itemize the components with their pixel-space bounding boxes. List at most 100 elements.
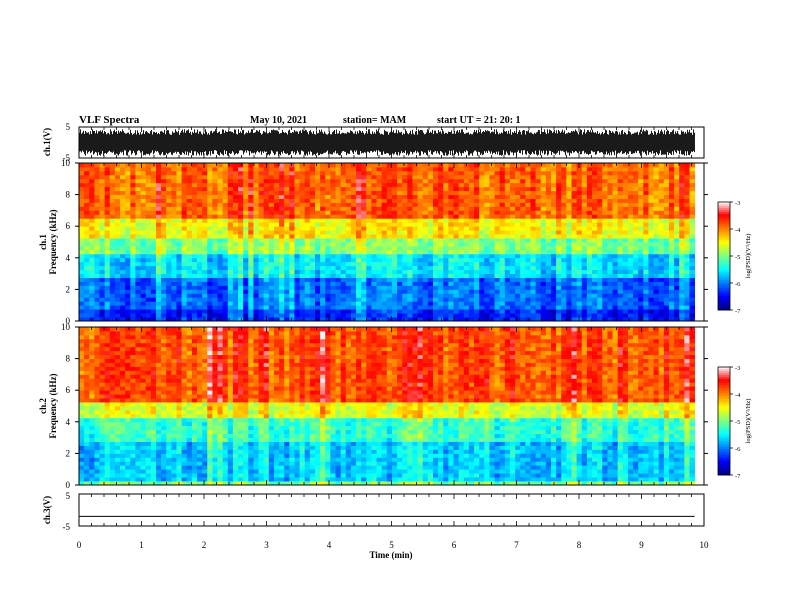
ch1-spectrogram-cell [140, 281, 147, 286]
ch1-spectrogram-cell [135, 269, 141, 274]
ch1-spectrogram-cell [294, 214, 300, 219]
ch1-spectrogram-cell [627, 317, 634, 322]
ch1-spectrogram-cell [366, 218, 372, 223]
ch1-spectrogram-cell [463, 253, 470, 259]
ch1-spectrogram-cell [607, 182, 613, 188]
ch1-spectrogram-cell [602, 194, 608, 199]
ch1-spectrogram-cell [576, 206, 583, 211]
ch1-spectrogram-cell [561, 182, 567, 188]
ch1-spectrogram-cell [309, 234, 316, 239]
ch1-spectrogram-cell [422, 222, 429, 227]
ch1-spectrogram-cell [386, 166, 393, 172]
ch1-spectrogram-cell [325, 242, 331, 247]
ch1-spectrogram-cell [325, 186, 331, 192]
ch1-spectrogram-cell [135, 202, 141, 207]
ch1-spectrogram-cell [622, 285, 629, 290]
ch1-spectrogram-cell [617, 222, 624, 227]
ch1-spectrogram-cell [273, 269, 280, 274]
ch1-spectrogram-cell [227, 186, 234, 192]
ch1-spectrogram-cell [407, 214, 413, 219]
ch1-spectrogram-cell [125, 297, 131, 302]
ch1-spectrogram-cell [617, 317, 624, 322]
ch1-spectrogram-cell [79, 230, 85, 235]
ch1-spectrogram-cell [361, 289, 367, 294]
ch1-spectrogram-cell [356, 249, 362, 255]
ch1-spectrogram-cell [371, 226, 377, 231]
ch1-spectrogram-cell [212, 230, 218, 235]
ch1-spectrogram-cell [212, 214, 218, 219]
ch1-spectrogram-cell [238, 305, 244, 310]
ch1-spectrogram-cell [114, 245, 121, 251]
ch1-spectrogram-cell [448, 202, 454, 207]
ch1-spectrogram-cell [314, 218, 321, 223]
ch1-spectrogram-cell [361, 285, 367, 290]
ch1-spectrogram-cell [294, 202, 300, 207]
ch1-spectrogram-cell [145, 313, 152, 318]
ch1-spectrogram-cell [191, 202, 198, 207]
ch1-spectrogram-cell [571, 218, 578, 223]
ch1-spectrogram-cell [350, 249, 357, 255]
ch1-spectrogram-cell [340, 230, 347, 235]
ch1-spectrogram-cell [397, 210, 403, 215]
ch1-spectrogram-cell [258, 261, 265, 267]
ch1-spectrogram-cell [330, 289, 336, 294]
ch1-spectrogram-cell [258, 317, 265, 322]
ch1-spectrogram-cell [314, 285, 321, 290]
ch1-spectrogram-cell [633, 301, 639, 306]
ch1-spectrogram-cell [592, 253, 598, 259]
ch1-spectrogram-cell [99, 210, 106, 215]
ch1-spectrogram-cell [407, 277, 413, 282]
ch1-spectrogram-cell [340, 305, 347, 310]
ch1-spectrogram-cell [386, 222, 393, 227]
ch1-spectrogram-cell [130, 317, 136, 322]
ch1-spectrogram-cell [258, 202, 265, 207]
ch1-spectrogram-cell [243, 289, 249, 294]
ch1-spectrogram-cell [191, 170, 198, 176]
ch1-spectrogram-cell [530, 269, 536, 274]
ch1-spectrogram-cell [120, 218, 126, 223]
ch1-spectrogram-cell [381, 309, 388, 314]
ch1-spectrogram-cell [412, 257, 418, 263]
ch1-spectrogram-cell [381, 305, 388, 310]
ch1-spectrogram-cell [130, 202, 136, 207]
ch1-spectrogram-cell [89, 242, 95, 247]
ch1-spectrogram-cell [509, 210, 516, 215]
ch1-spectrogram-cell [263, 293, 270, 298]
ch1-spectrogram-cell [109, 265, 116, 271]
ch1-spectrogram-cell [407, 166, 413, 172]
ch1-spectrogram-cell [607, 210, 613, 215]
ch1-spectrogram-cell [509, 242, 516, 247]
ch1-spectrogram-cell [633, 257, 639, 263]
ch1-spectrogram-cell [412, 170, 418, 176]
ch1-spectrogram-cell [258, 186, 265, 192]
ch1-spectrogram-cell [125, 210, 131, 215]
ch1-spectrogram-cell [89, 301, 95, 306]
ch1-spectrogram-cell [463, 245, 470, 251]
ch1-spectrogram-cell [627, 309, 634, 314]
ch1-spectrogram-cell [581, 182, 588, 188]
ch1-spectrogram-cell [515, 305, 521, 310]
ch1-spectrogram-cell [120, 245, 126, 251]
ch1-spectrogram-cell [617, 170, 624, 176]
ch1-spectrogram-cell [120, 194, 126, 199]
ch1-spectrogram-cell [299, 163, 306, 168]
ch1-spectrogram-cell [227, 190, 234, 195]
ch1-spectrogram-cell [550, 305, 557, 310]
ch1-spectrogram-cell [468, 206, 475, 211]
ch1-spectrogram-cell [191, 234, 198, 239]
ch1-spectrogram-cell [186, 218, 193, 223]
ch1-spectrogram-cell [94, 281, 100, 286]
ch1-spectrogram-cell [474, 281, 480, 286]
ch1-spectrogram-cell [617, 166, 624, 172]
ch1-spectrogram-cell [612, 293, 619, 298]
ch1-spectrogram-cell [484, 297, 490, 302]
ch1-spectrogram-cell [504, 230, 511, 235]
ch1-spectrogram-cell [140, 238, 147, 243]
ch1-spectrogram-cell [627, 222, 634, 227]
ch1-spectrogram-cell [561, 269, 567, 274]
ch1-spectrogram-cell [545, 186, 552, 192]
ch1-spectrogram-cell [545, 214, 552, 219]
ch1-spectrogram-cell [273, 289, 280, 294]
ch1-spectrogram-cell [412, 210, 418, 215]
ch1-spectrogram-cell [561, 170, 567, 176]
